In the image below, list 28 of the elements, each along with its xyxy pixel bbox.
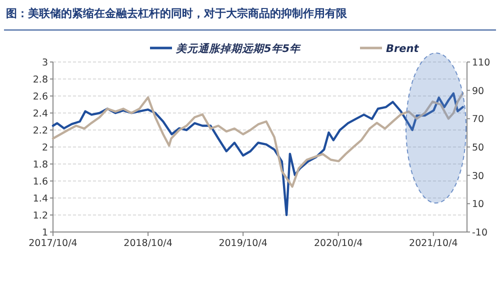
x-tick-label: 2019/10/4 <box>218 238 268 249</box>
y2-tick-label: 10 <box>472 199 484 210</box>
legend-label: Brent <box>386 43 420 55</box>
x-tick-label: 2020/10/4 <box>314 238 363 249</box>
y-tick-label: 1.8 <box>32 160 48 170</box>
x-tick-label: 2021/10/4 <box>409 238 458 249</box>
y2-tick-label: 110 <box>472 58 490 68</box>
y-tick-label: 3 <box>42 58 48 68</box>
x-tick-label: 2018/10/4 <box>124 238 172 249</box>
y-tick-label: 1 <box>42 228 48 238</box>
y-tick-label: 2.6 <box>32 92 48 102</box>
line-series <box>52 92 464 188</box>
y-tick-label: 1.6 <box>32 176 48 188</box>
y-tick-label: 1.4 <box>32 194 48 204</box>
y-tick-label: 2.4 <box>32 108 48 120</box>
y2-tick-label: 70 <box>472 114 484 126</box>
y2-tick-label: 30 <box>472 170 484 182</box>
y-tick-label: 2.2 <box>32 126 48 136</box>
y2-tick-label: 50 <box>472 142 484 154</box>
line-series <box>52 92 464 216</box>
y-tick-label: 1.2 <box>32 210 48 222</box>
y-tick-label: 2.8 <box>32 74 48 86</box>
x-tick-label: 2017/10/4 <box>28 238 78 249</box>
legend-label: 美元通胀掉期远期5年5年 <box>175 42 302 55</box>
chart-title: 图：美联储的紧缩在金融去杠杆的同时，对于大宗商品的抑制作用有限 <box>6 7 348 20</box>
y2-tick-label: 90 <box>472 86 484 97</box>
y2-tick-label: -10 <box>472 228 488 238</box>
y-tick-label: 2 <box>42 142 48 154</box>
